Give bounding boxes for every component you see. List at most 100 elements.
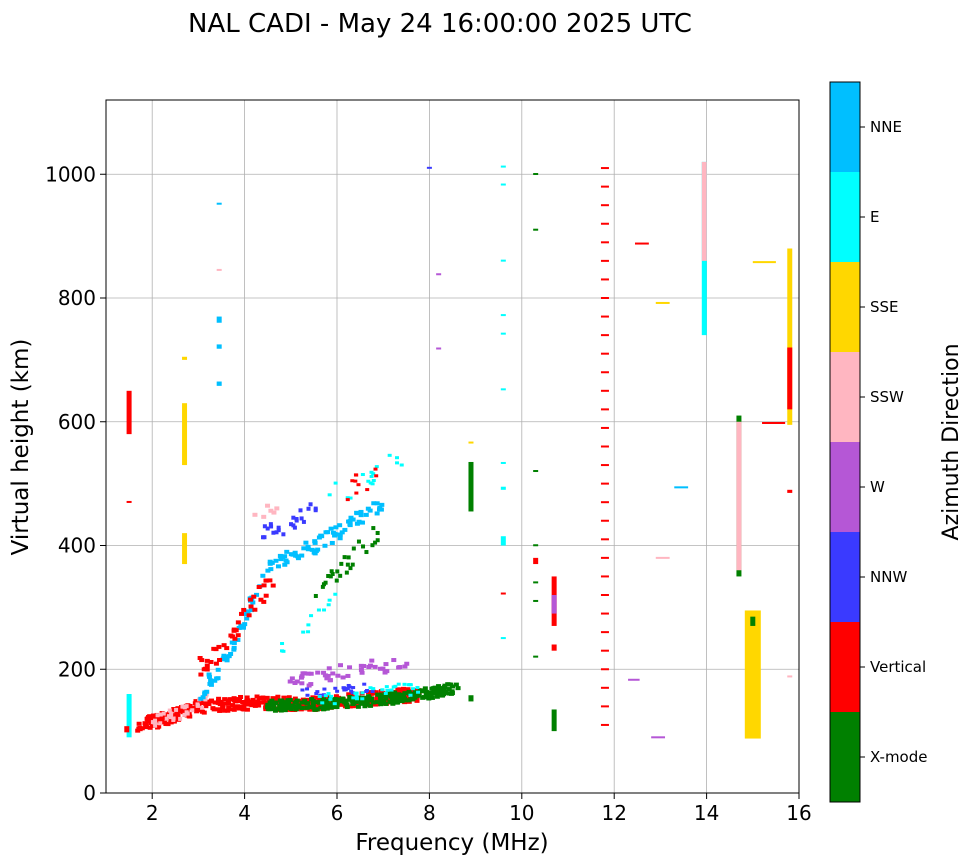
echo-mark (330, 699, 336, 704)
echo-mark (212, 678, 218, 683)
echo-mark (316, 608, 321, 612)
echo-mark (375, 538, 380, 543)
echo-mark (261, 514, 267, 519)
echo-mark (175, 715, 181, 720)
echo-segment (600, 668, 609, 671)
echo-mark (267, 700, 273, 705)
echo-mark (309, 614, 314, 618)
y-axis-ticks: 0 200 400 600 800 1000 (45, 162, 106, 805)
echo-mark (279, 649, 284, 653)
echo-mark (342, 688, 347, 692)
echo-mark (328, 705, 334, 710)
echo-mark (263, 593, 269, 598)
colorbar-tick-label: NNW (870, 568, 907, 586)
echo-mark (339, 561, 344, 566)
echo-mark (281, 532, 286, 537)
echo-mark (445, 682, 451, 687)
colorbar-swatch (830, 442, 860, 532)
echo-segment (600, 612, 609, 615)
echo-segment (468, 695, 474, 702)
echo-mark (327, 703, 333, 708)
y-tick-label: 400 (58, 534, 96, 558)
colorbar-swatch (830, 622, 860, 712)
echo-mark (375, 530, 380, 535)
echo-mark (373, 690, 379, 695)
echo-mark (230, 703, 236, 708)
echo-mark (194, 709, 200, 714)
echo-mark (378, 507, 384, 512)
echo-mark (443, 690, 449, 695)
echo-segment (600, 556, 609, 559)
echo-mark (400, 694, 406, 699)
echo-mark (313, 593, 318, 598)
echo-mark (372, 664, 378, 669)
echo-segment (600, 464, 609, 467)
x-tick-label: 10 (509, 801, 534, 825)
echo-mark (147, 714, 153, 719)
echo-segment (600, 259, 609, 262)
echo-segment (701, 161, 707, 261)
echo-mark (208, 659, 214, 664)
echo-mark (271, 510, 277, 515)
echo-segment (600, 389, 609, 392)
echo-segment (600, 352, 609, 355)
echo-mark (354, 697, 359, 701)
echo-segment (533, 544, 539, 547)
echo-segment (216, 202, 222, 205)
grid-lines (106, 100, 800, 794)
echo-mark (378, 702, 384, 707)
colorbar-frame (829, 81, 861, 803)
echo-mark (291, 523, 296, 528)
echo-mark (212, 700, 218, 705)
echo-mark (246, 701, 252, 706)
echo-mark (190, 705, 196, 710)
plot-frame (105, 99, 800, 794)
echo-mark (202, 691, 208, 696)
echo-mark (217, 708, 223, 713)
echo-mark (299, 674, 305, 679)
echo-mark (207, 681, 213, 686)
echo-mark (171, 716, 176, 721)
echo-mark (306, 630, 311, 634)
echo-mark (387, 699, 393, 704)
colorbar-tick-label: W (870, 478, 885, 496)
echo-mark (278, 707, 284, 712)
echo-segment (600, 167, 609, 170)
echo-segment (600, 371, 609, 374)
echo-segment (600, 575, 609, 578)
echo-mark (381, 698, 387, 703)
echo-mark (256, 703, 262, 708)
chart-title: NAL CADI - May 24 16:00:00 2025 UTC (188, 9, 692, 39)
echo-mark (286, 695, 292, 700)
echo-mark (356, 699, 362, 704)
echo-mark (359, 670, 365, 675)
echo-mark (346, 683, 351, 687)
echo-mark (276, 525, 281, 530)
echo-mark (166, 714, 171, 719)
echo-mark (329, 694, 334, 698)
echo-segment (600, 501, 609, 504)
echo-mark (327, 493, 332, 497)
echo-mark (218, 699, 224, 704)
echo-segment (533, 581, 539, 584)
echo-mark (336, 697, 342, 702)
echo-mark (264, 695, 270, 700)
echo-mark (327, 598, 332, 602)
echo-mark (322, 687, 327, 691)
echo-mark (348, 496, 353, 500)
echo-mark (147, 725, 153, 730)
echo-mark (321, 582, 326, 587)
echo-mark (350, 562, 355, 567)
echo-mark (358, 509, 364, 514)
echo-segment (533, 173, 539, 176)
echo-mark (167, 708, 172, 713)
echo-mark (355, 704, 361, 709)
echo-mark (446, 687, 452, 692)
echo-mark (289, 703, 295, 708)
echo-mark (174, 712, 180, 717)
x-tick-label: 4 (238, 801, 251, 825)
echo-mark (368, 686, 373, 690)
echo-mark (321, 670, 327, 675)
echo-mark (340, 696, 346, 701)
echo-mark (324, 699, 330, 704)
